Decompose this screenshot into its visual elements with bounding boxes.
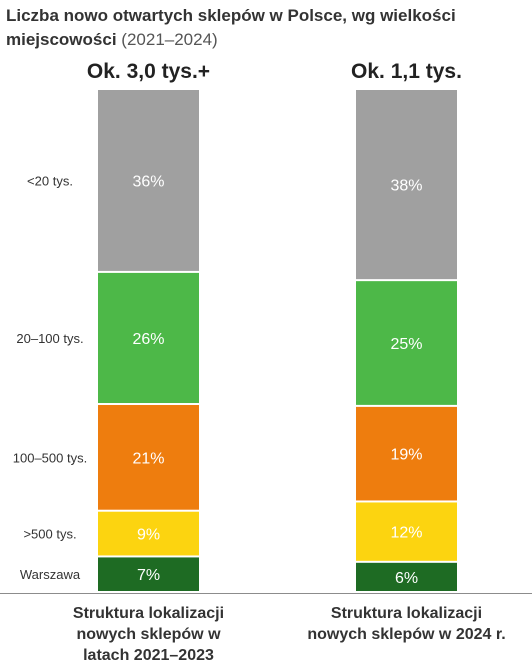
bar-segment [356,90,457,280]
data-label: 6% [395,570,418,587]
legend-label: 100–500 tys. [13,450,87,465]
category-label: Struktura lokalizacji [331,605,482,622]
data-label: 36% [132,173,164,190]
category-label: nowych sklepów w [76,626,221,643]
data-label: 21% [132,450,164,467]
legend-label: Warszawa [20,567,81,582]
data-label: 9% [137,527,160,544]
category-label: nowych sklepów w 2024 r. [307,626,505,643]
data-label: 12% [390,525,422,542]
bar-segment [98,90,199,271]
total-label: Ok. 1,1 tys. [351,60,462,83]
chart-title: Liczba nowo otwartych sklepów w Polsce, … [6,4,526,52]
category-label: Struktura lokalizacji [73,605,224,622]
bar-segment [356,406,457,501]
data-label: 38% [390,178,422,195]
bar-segment [356,502,457,561]
bar-segment [98,511,199,556]
chart-title-years: (2021–2024) [121,30,218,49]
data-label: 19% [390,447,422,464]
chart-title-main: Liczba nowo otwartych sklepów w Polsce, … [6,6,456,49]
bar-segment [356,562,457,591]
legend-label: >500 tys. [23,527,76,542]
bar-segment [98,557,199,591]
data-label: 26% [132,331,164,348]
bar-segment [356,281,457,405]
bar-segment [98,405,199,510]
data-label: 7% [137,567,160,584]
category-label: latach 2021–2023 [83,647,214,664]
bar-segment [98,272,199,404]
legend-label: 20–100 tys. [16,331,83,346]
total-label: Ok. 3,0 tys.+ [87,60,210,83]
data-label: 25% [390,336,422,353]
legend-label: <20 tys. [27,173,73,188]
